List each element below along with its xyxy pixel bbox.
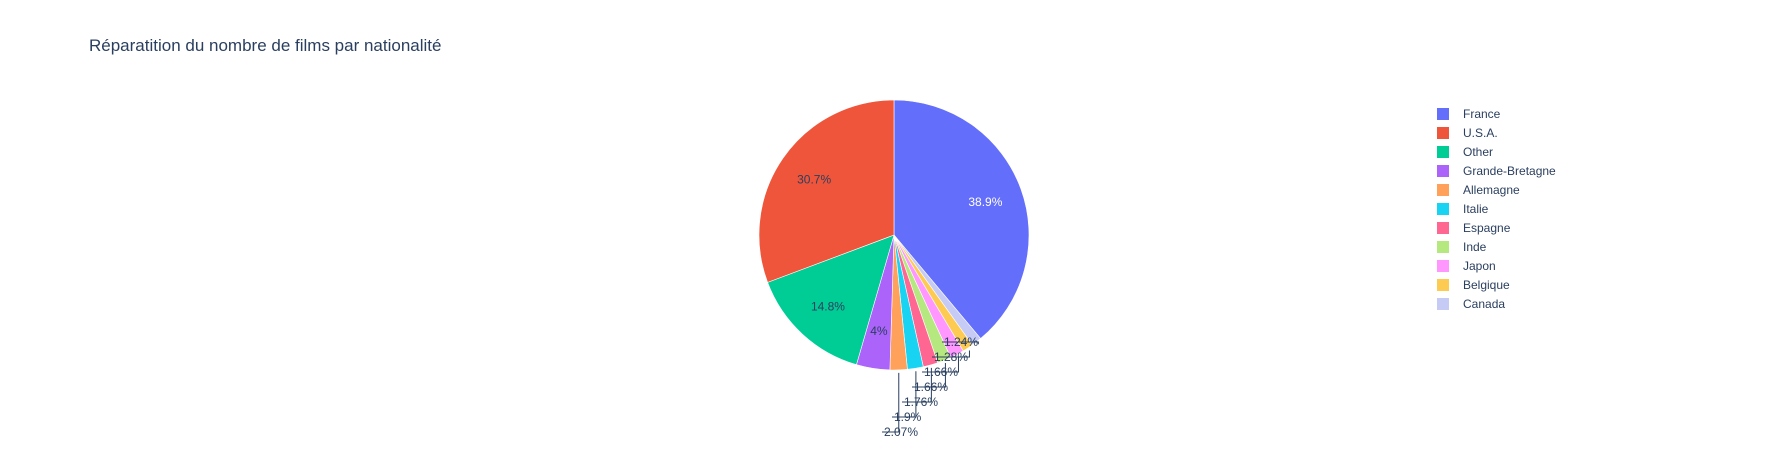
legend-swatch-allemagne	[1437, 184, 1449, 196]
legend-item-u-s-a[interactable]: U.S.A.	[1437, 126, 1498, 140]
legend-item-italie[interactable]: Italie	[1437, 202, 1489, 216]
legend-label-allemagne: Allemagne	[1463, 183, 1520, 197]
legend-item-belgique[interactable]: Belgique	[1437, 278, 1510, 292]
leader-line-japon	[922, 357, 959, 373]
leader-line-belgique	[932, 350, 970, 358]
slice-label-grande-bretagne: 4%	[870, 324, 888, 338]
legend-label-u-s-a: U.S.A.	[1463, 126, 1498, 140]
legend-item-other[interactable]: Other	[1437, 145, 1493, 159]
legend-item-espagne[interactable]: Espagne	[1437, 221, 1511, 235]
leader-line-allemagne	[882, 372, 900, 433]
legend-swatch-grande-bretagne	[1437, 165, 1449, 177]
leader-line-espagne	[902, 367, 932, 403]
legend-item-france[interactable]: France	[1437, 107, 1501, 121]
slice-label-italie: 1.9%	[894, 410, 922, 424]
legend-swatch-japon	[1437, 260, 1449, 272]
outside-labels: 1.24%1.28%1.66%1.66%1.76%1.9%2.07%	[882, 335, 979, 439]
slice-label-belgique: 1.28%	[934, 350, 968, 364]
legend-item-inde[interactable]: Inde	[1437, 240, 1487, 254]
leader-line-canada	[942, 341, 979, 345]
slice-label-france: 38.9%	[968, 195, 1002, 209]
legend-label-belgique: Belgique	[1463, 278, 1510, 292]
legend-label-france: France	[1463, 107, 1501, 121]
legend-label-italie: Italie	[1463, 202, 1489, 216]
legend-item-grande-bretagne[interactable]: Grande-Bretagne	[1437, 164, 1556, 178]
legend-swatch-belgique	[1437, 279, 1449, 291]
legend-item-allemagne[interactable]: Allemagne	[1437, 183, 1520, 197]
slice-label-canada: 1.24%	[944, 335, 978, 349]
legend-label-espagne: Espagne	[1463, 221, 1511, 235]
chart-title: Réparatition du nombre de films par nati…	[89, 36, 441, 55]
slice-label-espagne: 1.76%	[904, 395, 938, 409]
leader-line-inde	[912, 363, 946, 388]
legend-swatch-canada	[1437, 298, 1449, 310]
legend-swatch-espagne	[1437, 222, 1449, 234]
slice-label-other: 14.8%	[811, 299, 845, 313]
legend-swatch-france	[1437, 108, 1449, 120]
pie-slices	[758, 99, 1030, 371]
legend-label-other: Other	[1463, 145, 1493, 159]
legend-item-canada[interactable]: Canada	[1437, 297, 1505, 311]
pie-slice-u-s-a[interactable]	[758, 99, 895, 283]
legend-swatch-italie	[1437, 203, 1449, 215]
slice-label-allemagne: 2.07%	[884, 425, 918, 439]
pie-slice-france[interactable]	[893, 99, 1030, 339]
legend-item-japon[interactable]: Japon	[1437, 259, 1496, 273]
pie-slice-other[interactable]	[767, 234, 895, 366]
legend-label-inde: Inde	[1463, 240, 1487, 254]
legend: France U.S.A. Other Grande-Bretagne Allemagn…	[1437, 107, 1556, 311]
legend-label-grande-bretagne: Grande-Bretagne	[1463, 164, 1556, 178]
inside-labels: 38.9% 4% 14.8% 30.7%	[797, 173, 1003, 338]
legend-swatch-other	[1437, 146, 1449, 158]
legend-label-japon: Japon	[1463, 259, 1496, 273]
legend-swatch-u-s-a	[1437, 127, 1449, 139]
slice-label-u-s-a: 30.7%	[797, 173, 831, 187]
slice-label-japon: 1.66%	[924, 365, 958, 379]
legend-label-canada: Canada	[1463, 297, 1505, 311]
legend-swatch-inde	[1437, 241, 1449, 253]
leader-line-italie	[892, 371, 917, 418]
